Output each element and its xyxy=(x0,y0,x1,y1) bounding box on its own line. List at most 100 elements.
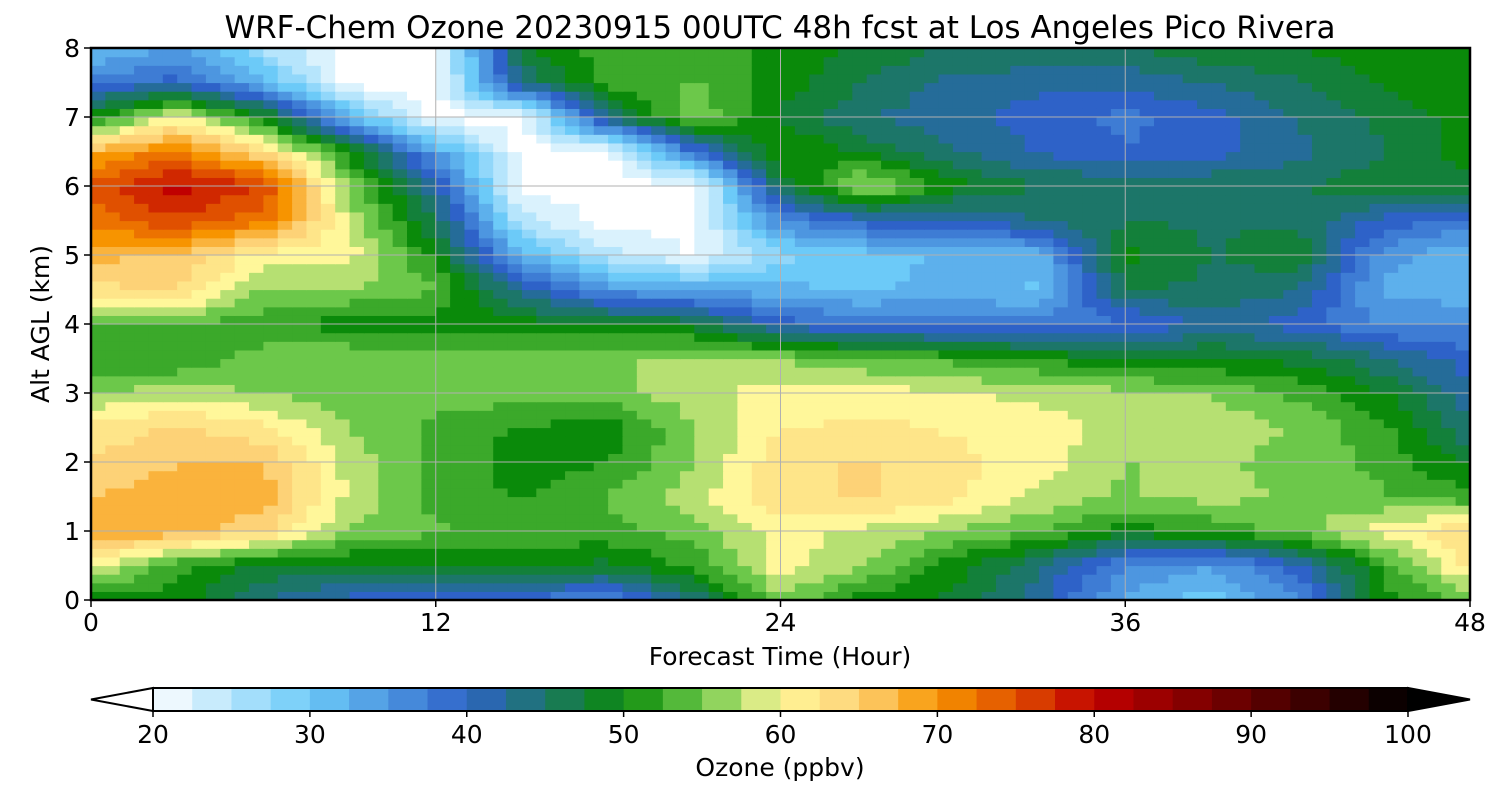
field-cell xyxy=(622,280,638,291)
field-cell xyxy=(335,462,351,472)
field-cell xyxy=(1426,410,1442,420)
field-cell xyxy=(134,332,150,342)
field-cell xyxy=(651,324,667,334)
field-cell xyxy=(1053,341,1069,351)
field-cell xyxy=(809,418,825,429)
field-cell xyxy=(392,315,408,325)
field-cell xyxy=(119,263,135,273)
field-cell xyxy=(766,436,782,446)
field-cell xyxy=(536,436,552,446)
field-cell xyxy=(881,479,897,489)
field-cell xyxy=(162,401,178,411)
field-cell xyxy=(1125,272,1141,282)
field-cell xyxy=(679,349,695,360)
field-cell xyxy=(1369,384,1385,394)
field-cell xyxy=(708,574,724,584)
field-cell xyxy=(593,177,609,187)
field-cell xyxy=(1010,591,1026,600)
field-cell xyxy=(751,513,767,523)
field-cell xyxy=(1355,306,1371,316)
field-cell xyxy=(924,229,940,239)
field-cell xyxy=(1340,168,1356,178)
field-cell xyxy=(1067,272,1083,282)
field-cell xyxy=(952,324,968,334)
field-cell xyxy=(909,513,925,523)
field-cell xyxy=(895,582,911,592)
field-cell xyxy=(981,177,997,187)
field-cell xyxy=(306,211,322,222)
field-cell xyxy=(134,194,150,204)
field-cell xyxy=(924,556,940,567)
field-cell xyxy=(249,263,264,273)
field-cell xyxy=(349,418,365,429)
field-cell xyxy=(679,427,695,437)
field-cell xyxy=(909,401,925,411)
field-cell xyxy=(134,160,150,170)
field-cell xyxy=(1110,280,1126,291)
field-cell xyxy=(277,487,293,498)
field-cell xyxy=(766,194,782,204)
field-cell xyxy=(1455,246,1470,256)
field-cell xyxy=(335,315,351,325)
field-cell xyxy=(636,522,652,532)
field-cell xyxy=(952,349,968,360)
field-cell xyxy=(1326,341,1342,351)
field-cell xyxy=(1182,367,1198,377)
field-cell xyxy=(737,418,753,429)
field-cell xyxy=(205,539,221,549)
field-cell xyxy=(378,151,394,161)
field-cell xyxy=(981,280,997,291)
field-cell xyxy=(1355,531,1371,541)
field-cell xyxy=(1441,194,1457,204)
field-cell xyxy=(1168,341,1184,351)
field-cell xyxy=(220,591,236,600)
field-cell xyxy=(1254,453,1270,463)
field-cell xyxy=(1125,168,1141,178)
field-cell xyxy=(1240,505,1256,515)
field-cell xyxy=(1110,591,1126,600)
field-cell xyxy=(1211,384,1227,394)
field-cell xyxy=(565,246,580,256)
field-cell xyxy=(1455,496,1470,506)
field-cell xyxy=(378,565,394,575)
field-cell xyxy=(263,462,279,472)
field-cell xyxy=(967,168,983,178)
field-cell xyxy=(1311,358,1327,368)
field-cell xyxy=(1398,556,1414,567)
field-cell xyxy=(134,384,150,394)
field-cell xyxy=(1297,496,1313,506)
field-cell xyxy=(349,255,365,265)
field-cell xyxy=(1211,470,1227,480)
field-cell xyxy=(1211,548,1227,558)
field-cell xyxy=(1254,220,1270,230)
field-cell xyxy=(1355,203,1371,213)
field-cell xyxy=(205,168,221,178)
field-cell xyxy=(1010,272,1026,282)
field-cell xyxy=(421,453,437,463)
field-cell xyxy=(751,358,767,368)
field-cell xyxy=(249,186,264,196)
field-cell xyxy=(1197,556,1213,567)
field-cell xyxy=(593,298,609,308)
field-cell xyxy=(105,427,121,437)
field-cell xyxy=(464,315,480,325)
field-cell xyxy=(234,237,250,247)
field-cell xyxy=(1441,393,1457,403)
field-cell xyxy=(450,401,466,411)
field-cell xyxy=(938,479,954,489)
field-cell xyxy=(1412,401,1428,411)
field-cell xyxy=(521,332,537,342)
field-cell xyxy=(292,349,308,360)
field-cell xyxy=(593,246,609,256)
field-cell xyxy=(550,556,566,567)
field-cell xyxy=(1268,418,1284,429)
field-cell xyxy=(191,255,207,265)
field-cell xyxy=(450,280,466,291)
field-cell xyxy=(363,203,379,213)
field-cell xyxy=(938,324,954,334)
field-cell xyxy=(148,298,164,308)
field-cell xyxy=(1254,280,1270,291)
field-cell xyxy=(1211,341,1227,351)
field-cell xyxy=(1153,177,1169,187)
field-cell xyxy=(952,315,968,325)
